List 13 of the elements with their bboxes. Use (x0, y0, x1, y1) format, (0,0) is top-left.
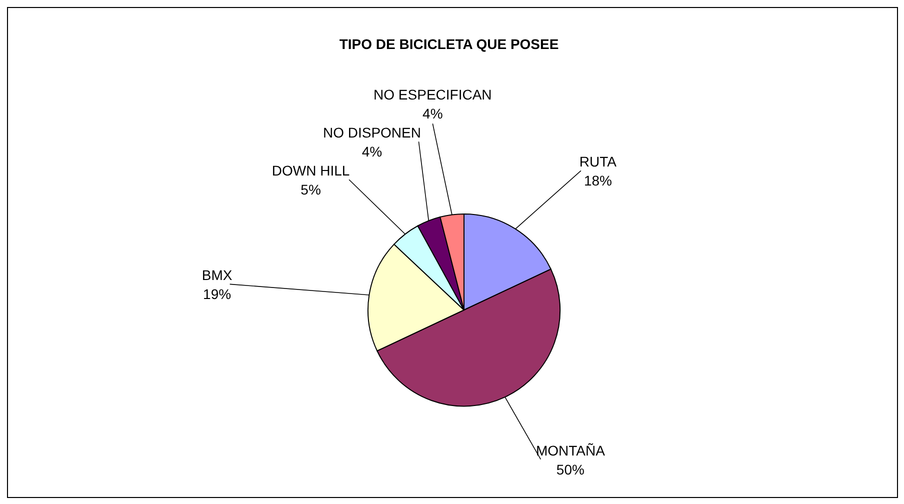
data-label: 19% (203, 286, 232, 302)
slice-label: DOWN HILL (272, 162, 350, 179)
slice-label: RUTA (579, 154, 618, 170)
slice-label: NO DISPONEN (322, 124, 421, 141)
data-label: 5% (300, 182, 321, 198)
data-label: 4% (422, 106, 443, 122)
slice-label: NO ESPECIFICAN (374, 86, 492, 103)
slice-label: MONTAÑA (536, 442, 606, 458)
data-label: 4% (362, 144, 382, 160)
chart-title: TIPO DE BICICLETA QUE POSEE (339, 36, 559, 52)
slice-label: BMX (202, 267, 233, 284)
data-label: 18% (584, 172, 612, 189)
data-label: 50% (556, 461, 584, 478)
